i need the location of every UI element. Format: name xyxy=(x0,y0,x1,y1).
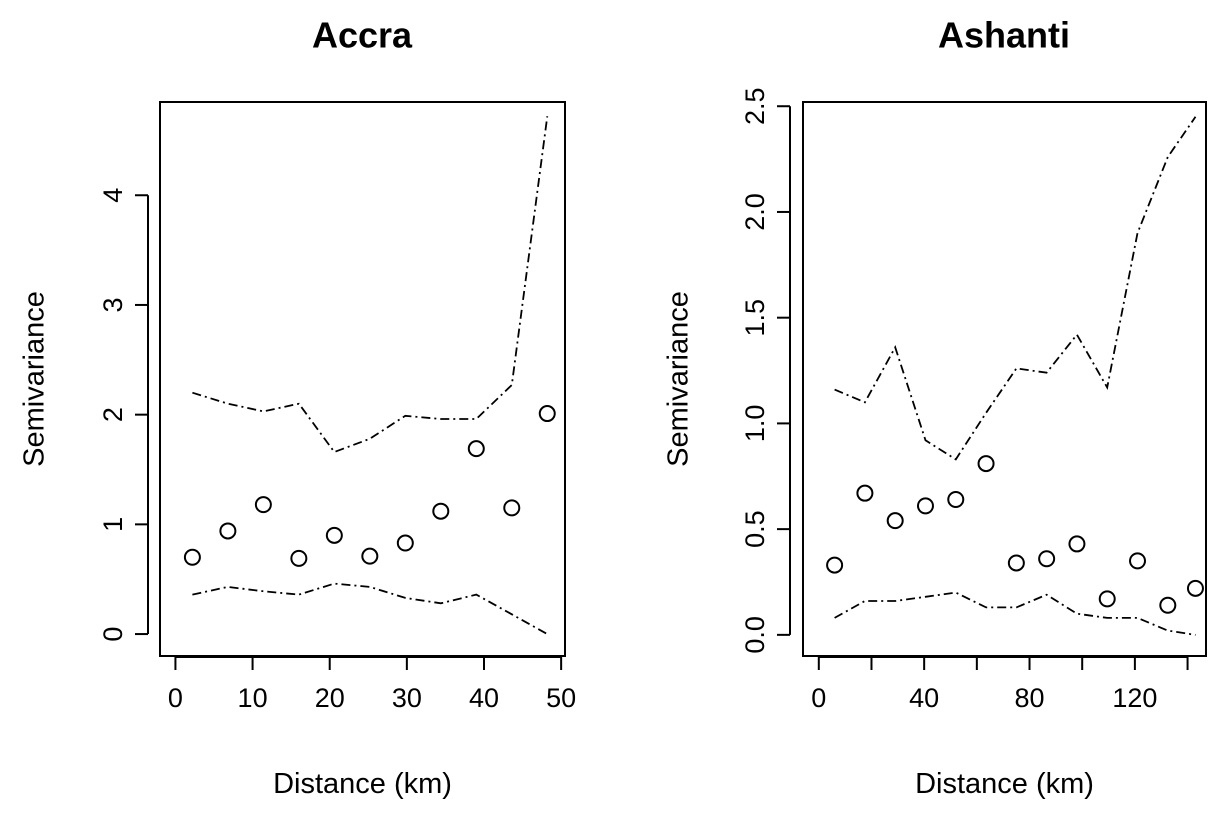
x-tick-label: 30 xyxy=(392,683,422,713)
semivariance-point xyxy=(361,547,379,565)
y-tick-label: 1 xyxy=(98,517,128,532)
semivariance-point xyxy=(325,526,343,544)
lower-envelope-line xyxy=(834,591,1196,636)
semivariance-point xyxy=(856,484,874,502)
x-tick-label: 120 xyxy=(1112,683,1157,713)
semivariance-point xyxy=(1129,552,1147,570)
x-tick-label: 80 xyxy=(1014,683,1044,713)
x-axis-label: Distance (km) xyxy=(915,768,1094,800)
x-axis-label: Distance (km) xyxy=(273,768,452,800)
semivariance-point xyxy=(1007,554,1025,572)
semivariance-point xyxy=(503,499,521,517)
semivariance-point xyxy=(183,548,201,566)
y-tick-label: 0.0 xyxy=(740,616,770,654)
x-tick-label: 40 xyxy=(469,683,499,713)
semivariance-point xyxy=(1159,596,1177,614)
x-tick-label: 0 xyxy=(811,683,826,713)
x-tick-label: 0 xyxy=(168,683,183,713)
semivariance-point xyxy=(467,440,485,458)
y-tick-label: 0 xyxy=(98,627,128,642)
semivariance-point xyxy=(254,496,272,514)
lower-envelope-line xyxy=(192,582,548,635)
x-tick-label: 50 xyxy=(546,683,576,713)
semivariance-point xyxy=(977,455,995,473)
y-tick-label: 2.5 xyxy=(740,87,770,125)
semivariance-point xyxy=(432,502,450,520)
y-tick-label: 2 xyxy=(98,407,128,422)
semivariance-point xyxy=(538,405,556,423)
semivariance-point xyxy=(396,534,414,552)
y-tick-label: 3 xyxy=(98,297,128,312)
semivariance-point xyxy=(947,491,965,509)
semivariance-point xyxy=(886,512,904,530)
y-tick-label: 4 xyxy=(98,188,128,203)
semivariance-point xyxy=(916,497,934,515)
semivariance-point xyxy=(826,556,844,574)
y-axis-label: Semivariance xyxy=(19,291,51,467)
semivariance-point xyxy=(1186,579,1204,597)
plot-frame xyxy=(802,101,1207,657)
y-axis-label: Semivariance xyxy=(663,291,695,467)
y-tick-label: 1.0 xyxy=(740,405,770,443)
upper-envelope-line xyxy=(192,116,549,454)
x-tick-label: 20 xyxy=(315,683,345,713)
semivariance-point xyxy=(219,522,237,540)
x-tick-label: 40 xyxy=(909,683,939,713)
chart-title: Ashanti xyxy=(938,15,1070,56)
panel-2: Ashanti 0 40 80 120 0.0 0.5 1.0 1.5 2.0 2.5 Distanc… xyxy=(663,15,1207,800)
plot-frame xyxy=(159,101,566,657)
semivariance-point xyxy=(1038,550,1056,568)
x-tick-label: 10 xyxy=(238,683,268,713)
y-tick-label: 0.5 xyxy=(740,510,770,548)
y-tick-label: 1.5 xyxy=(740,299,770,337)
semivariance-point xyxy=(1098,590,1116,608)
chart-title: Accra xyxy=(312,15,413,56)
panel-1: Accra 0 10 20 30 40 50 0 1 2 3 4 Distance (km) Semiva… xyxy=(19,15,577,800)
semivariance-point xyxy=(290,549,308,567)
semivariance-point xyxy=(1068,535,1086,553)
y-tick-label: 2.0 xyxy=(740,193,770,231)
upper-envelope-line xyxy=(834,116,1197,461)
